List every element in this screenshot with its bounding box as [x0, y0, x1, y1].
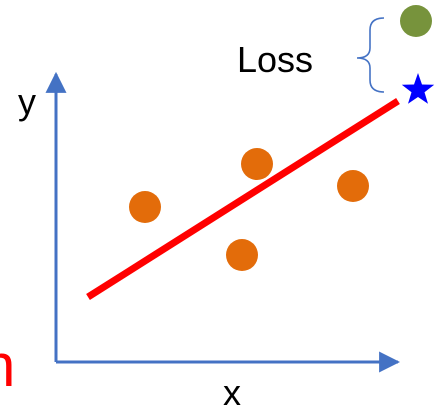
data-point — [129, 191, 161, 223]
x-axis-label: x — [223, 372, 241, 411]
regression-line — [86, 98, 400, 300]
star-icon — [401, 73, 435, 104]
circle-icon — [400, 5, 432, 37]
y-axis-label: y — [18, 81, 36, 122]
data-point — [337, 170, 369, 202]
loss-label: Loss — [237, 39, 313, 80]
data-point — [226, 239, 258, 271]
cropped-red-text: n — [0, 332, 15, 399]
loss-brace — [356, 17, 385, 93]
data-point — [241, 148, 273, 180]
